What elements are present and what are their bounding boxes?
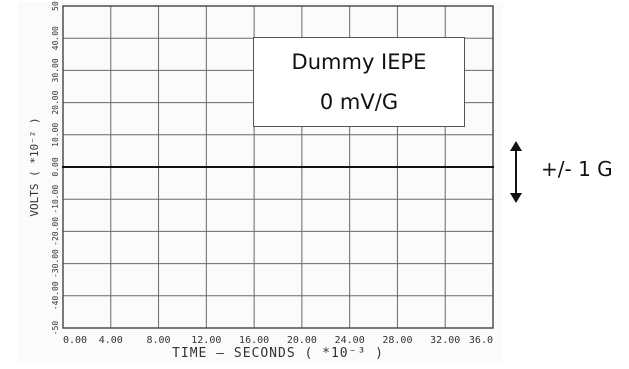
y-tick-label: 10.00 bbox=[51, 123, 60, 147]
range-arrow-head-down bbox=[510, 193, 522, 203]
y-tick-label: 30.00 bbox=[51, 58, 60, 82]
x-tick-label: 36.0 bbox=[469, 335, 493, 346]
x-tick-label: 28.00 bbox=[382, 335, 412, 346]
y-tick-label: 40.00 bbox=[51, 26, 60, 50]
x-tick-label: 12.00 bbox=[191, 335, 221, 346]
y-tick-label: 20.00 bbox=[51, 90, 60, 114]
x-tick-label: 20.00 bbox=[287, 335, 317, 346]
series-point bbox=[444, 165, 447, 169]
callout-title: Dummy IEPE bbox=[291, 50, 427, 74]
x-axis-label: TIME — SECONDS ( *10⁻³ ) bbox=[172, 346, 384, 361]
series-point bbox=[157, 165, 160, 169]
series-point bbox=[61, 165, 65, 169]
callout-box: Dummy IEPE 0 mV/G bbox=[253, 37, 465, 127]
y-tick-label: -50 bbox=[51, 321, 60, 336]
x-tick-label: 16.00 bbox=[239, 335, 269, 346]
series-point bbox=[348, 165, 351, 169]
y-tick-label: -30.00 bbox=[51, 249, 60, 278]
series-point bbox=[205, 165, 208, 169]
series-point bbox=[109, 165, 112, 169]
x-tick-label: 0.00 bbox=[63, 335, 87, 346]
y-tick-label: 50 bbox=[51, 1, 60, 11]
x-tick-label: 32.00 bbox=[430, 335, 460, 346]
y-axis-label: VOLTS ( *10⁻² ) bbox=[28, 117, 41, 216]
series-point bbox=[300, 165, 304, 169]
x-tick-label: 4.00 bbox=[99, 335, 123, 346]
range-arrow-head-up bbox=[510, 141, 522, 151]
callout-sensitivity: 0 mV/G bbox=[319, 90, 399, 114]
y-tick-label: -20.00 bbox=[51, 217, 60, 246]
y-tick-label: 0.00 bbox=[51, 157, 60, 176]
range-label: +/- 1 G bbox=[541, 157, 613, 181]
series-point bbox=[491, 165, 495, 169]
y-tick-label: -10.00 bbox=[51, 185, 60, 214]
x-tick-label: 24.00 bbox=[335, 335, 365, 346]
x-tick-label: 8.00 bbox=[147, 335, 171, 346]
y-tick-label: -40.00 bbox=[51, 281, 60, 310]
series-point bbox=[396, 165, 399, 169]
series-point bbox=[252, 165, 256, 169]
